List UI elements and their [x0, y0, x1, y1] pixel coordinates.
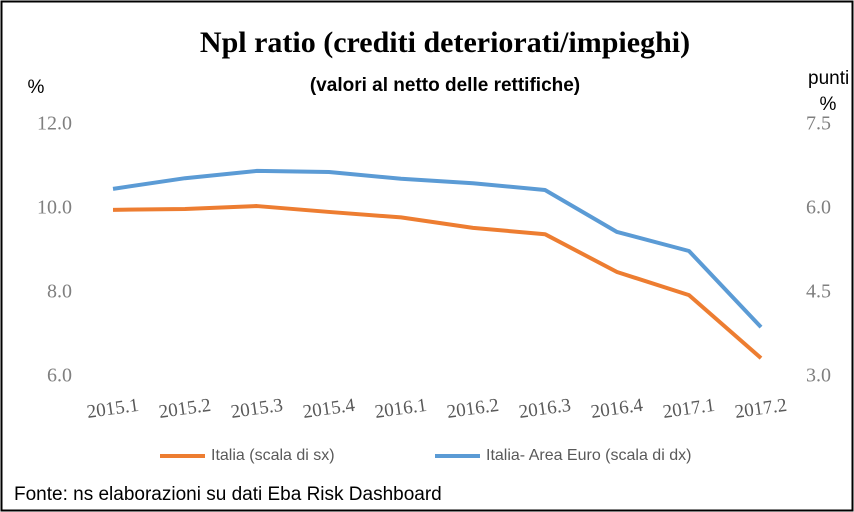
chart-title: Npl ratio (crediti deteriorati/impieghi) [200, 26, 690, 59]
legend-label: Italia (scala di sx) [211, 447, 335, 464]
chart-subtitle: (valori al netto delle rettifiche) [310, 75, 580, 96]
y2-axis-label: punti % [808, 68, 850, 115]
y2-tick-label: 6.0 [806, 197, 831, 219]
source: Fonte: ns elaborazioni su dati Eba Risk … [14, 484, 442, 505]
y-tick-label: 10.0 [37, 197, 72, 219]
legend-label: Italia- Area Euro (scala di dx) [486, 447, 691, 464]
y-tick-label: 8.0 [47, 281, 72, 303]
line-series [112, 168, 763, 329]
y2-tick-label: 7.5 [806, 113, 831, 135]
y-tick-label: 12.0 [37, 113, 72, 135]
y-tick-label: 6.0 [47, 365, 72, 387]
line-series [112, 204, 763, 360]
y-axis-label: % [28, 77, 45, 98]
y2-tick-label: 4.5 [806, 281, 831, 303]
y2-tick-label: 3.0 [806, 365, 831, 387]
